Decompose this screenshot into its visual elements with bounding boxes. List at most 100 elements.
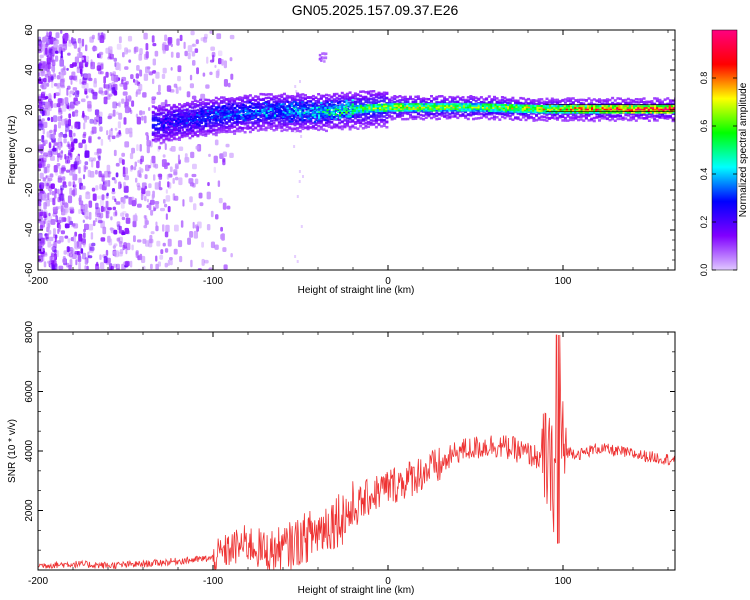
noise-cell — [60, 115, 63, 119]
halo-cell — [584, 112, 588, 115]
noise-cell — [98, 51, 104, 56]
ridge-cell — [206, 119, 210, 122]
ridge-cell — [360, 111, 363, 114]
noise-cell — [91, 34, 95, 40]
ridge-cell — [307, 111, 310, 114]
noise-cell — [38, 36, 42, 43]
halo-cell — [201, 133, 205, 137]
ridge-cell — [452, 108, 455, 110]
ridge-cell — [271, 103, 275, 106]
halo-cell — [204, 118, 208, 121]
ridge-cell — [320, 105, 323, 108]
ridge-cell — [528, 106, 531, 109]
noise-cell — [117, 224, 120, 231]
halo-cell — [642, 101, 646, 104]
ridge-cell — [164, 128, 168, 131]
halo-cell — [196, 104, 200, 108]
halo-cell — [403, 100, 407, 103]
noise-cell — [50, 148, 54, 156]
noise-cell — [51, 50, 53, 54]
halo-cell — [503, 113, 507, 117]
halo-cell — [290, 127, 294, 130]
halo-cell — [301, 108, 305, 112]
noise-cell — [229, 34, 235, 40]
noise-cell — [85, 191, 91, 200]
halo-cell — [506, 101, 510, 105]
noise-cell — [114, 250, 119, 258]
noise-cell — [99, 254, 102, 260]
ridge-cell — [326, 119, 329, 122]
ridge-cell — [187, 123, 191, 126]
noise-cell — [122, 196, 126, 204]
ridge-cell — [246, 114, 249, 117]
halo-cell — [296, 129, 300, 133]
ridge-cell — [479, 106, 483, 109]
noise-cell — [116, 237, 121, 242]
noise-cell — [139, 110, 143, 116]
halo-cell — [288, 126, 292, 129]
ridge-cell — [261, 110, 264, 113]
halo-cell — [159, 128, 163, 132]
halo-cell — [306, 120, 310, 124]
ridge-cell — [521, 107, 525, 110]
ridge-cell — [252, 106, 256, 109]
halo-cell — [356, 119, 360, 122]
halo-cell — [196, 100, 200, 103]
ridge-cell — [557, 105, 560, 108]
ridge-cell — [567, 110, 571, 112]
ridge-cell — [536, 106, 539, 109]
ridge-cell — [383, 108, 386, 111]
halo-cell — [401, 114, 405, 117]
halo-cell — [327, 94, 331, 97]
ridge-cell — [294, 108, 298, 111]
halo-cell — [611, 101, 615, 105]
noise-cell — [83, 122, 86, 130]
halo-cell — [553, 100, 557, 104]
halo-cell — [264, 104, 268, 108]
ridge-cell — [465, 104, 468, 107]
halo-cell — [469, 95, 473, 98]
ridge-cell — [374, 110, 378, 113]
halo-cell — [461, 98, 465, 102]
noise-cell — [57, 155, 60, 163]
ridge-cell — [231, 103, 235, 106]
halo-cell — [435, 95, 439, 99]
noise-cell — [155, 71, 160, 79]
noise-cell — [99, 35, 105, 43]
ridge-cell — [320, 101, 323, 104]
ridge-cell — [391, 104, 394, 107]
halo-cell — [241, 129, 244, 132]
ridge-cell — [404, 108, 407, 110]
noise-cell — [155, 221, 158, 227]
noise-cell — [53, 249, 57, 254]
ridge-cell — [399, 108, 403, 110]
noise-cell — [68, 113, 72, 119]
ridge-cell — [347, 114, 350, 117]
halo-cell — [283, 98, 286, 101]
ridge-cell — [322, 113, 325, 116]
halo-cell — [277, 97, 281, 101]
halo-cell — [485, 97, 489, 100]
ridge-cell — [175, 122, 178, 125]
ridge-cell — [399, 104, 403, 107]
halo-cell — [178, 103, 181, 106]
ridge-cell — [345, 102, 348, 105]
halo-cell — [353, 100, 357, 104]
ridge-cell — [425, 108, 428, 110]
halo-cell — [180, 117, 184, 120]
halo-cell — [154, 119, 158, 122]
halo-cell — [367, 111, 370, 115]
halo-cell — [275, 100, 279, 103]
halo-cell — [603, 99, 607, 102]
ridge-cell — [519, 110, 522, 113]
ridge-cell — [181, 118, 184, 121]
halo-cell — [322, 103, 326, 106]
noise-cell — [152, 58, 156, 66]
ridge-cell — [376, 110, 380, 113]
ridge-cell — [355, 106, 359, 109]
ridge-cell — [555, 106, 558, 109]
ridge-cell — [538, 109, 541, 112]
halo-cell — [487, 111, 491, 114]
halo-cell — [668, 99, 672, 102]
noise-cell — [97, 136, 101, 140]
